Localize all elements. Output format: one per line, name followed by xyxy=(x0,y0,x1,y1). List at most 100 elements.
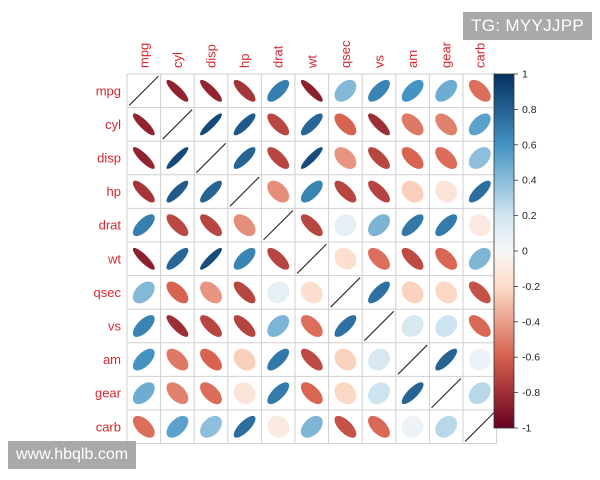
col-label-vs: vs xyxy=(372,55,387,69)
cell-hp-gear xyxy=(435,180,458,203)
row-label-hp: hp xyxy=(107,184,121,199)
cell-am-disp xyxy=(200,348,222,371)
cell-disp-gear xyxy=(435,147,458,169)
colorbar-tick-label: -0.6 xyxy=(522,352,540,364)
cell-cyl-vs xyxy=(368,113,390,136)
cell-disp-hp xyxy=(233,147,256,169)
colorbar-tick-label: 0.8 xyxy=(522,104,537,116)
col-label-carb: carb xyxy=(472,43,487,68)
cell-wt-wt-diagonal xyxy=(296,243,327,274)
cell-disp-wt xyxy=(300,147,323,169)
cell-am-wt xyxy=(300,348,323,371)
cell-hp-qsec xyxy=(334,180,357,203)
cell-cyl-wt xyxy=(300,113,323,136)
cell-am-qsec xyxy=(334,348,357,371)
col-label-gear: gear xyxy=(439,41,454,68)
cell-am-carb xyxy=(468,348,491,371)
cell-cyl-qsec xyxy=(334,113,357,136)
cell-gear-drat xyxy=(267,382,290,405)
col-label-wt: wt xyxy=(304,55,319,69)
col-label-disp: disp xyxy=(204,44,219,68)
row-label-vs: vs xyxy=(108,319,122,334)
cell-vs-carb xyxy=(468,315,491,337)
cell-carb-drat xyxy=(267,415,290,438)
row-label-mpg: mpg xyxy=(96,83,121,98)
cell-hp-cyl xyxy=(166,180,189,203)
cell-carb-am xyxy=(401,415,424,438)
col-label-am: am xyxy=(405,50,420,68)
cell-carb-qsec xyxy=(334,415,357,438)
cell-cyl-am xyxy=(401,113,424,136)
cell-wt-drat xyxy=(267,247,290,270)
cell-wt-gear xyxy=(435,247,458,270)
cell-disp-am xyxy=(401,147,424,169)
cell-gear-disp xyxy=(200,382,222,405)
cell-wt-am xyxy=(401,247,424,270)
row-label-wt: wt xyxy=(107,251,121,266)
cell-carb-carb-diagonal xyxy=(464,411,495,442)
cell-qsec-cyl xyxy=(166,281,189,304)
cell-cyl-gear xyxy=(435,113,458,136)
cell-mpg-hp xyxy=(233,79,256,102)
row-label-gear: gear xyxy=(95,386,122,401)
cell-mpg-mpg-diagonal xyxy=(128,75,159,106)
cell-am-hp xyxy=(233,348,256,371)
cell-hp-disp xyxy=(200,180,222,203)
cell-hp-drat xyxy=(267,180,290,203)
col-label-cyl: cyl xyxy=(170,52,185,68)
cell-vs-qsec xyxy=(334,315,357,337)
cell-drat-carb xyxy=(468,214,491,237)
cell-cyl-drat xyxy=(267,113,290,136)
cell-gear-mpg xyxy=(132,382,155,405)
cell-am-gear xyxy=(435,348,458,371)
cell-vs-am xyxy=(401,315,424,337)
colorbar-gradient xyxy=(493,73,515,429)
cell-mpg-qsec xyxy=(334,79,357,102)
colorbar-tick-label: -0.2 xyxy=(522,281,540,293)
cell-hp-carb xyxy=(468,180,491,203)
cell-vs-disp xyxy=(200,315,222,337)
cell-am-mpg xyxy=(132,348,155,371)
colorbar-tick-label: 0.4 xyxy=(522,175,537,187)
cell-mpg-am xyxy=(401,79,424,102)
cell-cyl-mpg xyxy=(132,113,155,136)
colorbar-tick-label: -0.8 xyxy=(522,387,540,399)
cell-wt-hp xyxy=(233,247,256,270)
cell-mpg-cyl xyxy=(166,79,189,102)
cell-mpg-drat xyxy=(267,79,290,102)
row-label-qsec: qsec xyxy=(94,285,122,300)
colorbar-tick-label: 0.6 xyxy=(522,139,537,151)
cell-carb-wt xyxy=(300,415,323,438)
cell-disp-carb xyxy=(468,147,491,169)
cell-drat-qsec xyxy=(334,214,357,237)
ellipse-layer xyxy=(128,75,495,442)
cell-carb-gear xyxy=(435,415,458,438)
cell-mpg-vs xyxy=(368,79,390,102)
cell-hp-vs xyxy=(368,180,390,203)
cell-carb-vs xyxy=(368,415,390,438)
colorbar: 1 0.8 0.6 0.4 0.2 0 -0.2 -0.4 -0.6 -0.8 -1 xyxy=(493,69,540,435)
cell-qsec-wt xyxy=(300,281,323,304)
col-label-mpg: mpg xyxy=(136,43,151,68)
row-label-disp: disp xyxy=(97,151,121,166)
cell-vs-mpg xyxy=(132,315,155,337)
cell-wt-qsec xyxy=(334,247,357,270)
cell-gear-carb xyxy=(468,382,491,405)
cell-vs-cyl xyxy=(166,315,189,337)
cell-mpg-gear xyxy=(435,79,458,102)
cell-wt-vs xyxy=(368,247,390,270)
cell-qsec-drat xyxy=(267,281,290,304)
cell-wt-mpg xyxy=(132,247,155,270)
cell-drat-am xyxy=(401,214,424,237)
cell-cyl-disp xyxy=(200,113,222,136)
cell-mpg-wt xyxy=(300,79,323,102)
cell-qsec-vs xyxy=(368,281,390,304)
cell-vs-drat xyxy=(267,315,290,337)
cell-qsec-hp xyxy=(233,281,256,304)
colorbar-tick-label: -0.4 xyxy=(522,316,540,328)
cell-vs-wt xyxy=(300,315,323,337)
cell-hp-wt xyxy=(300,180,323,203)
col-label-drat: drat xyxy=(271,45,286,68)
cell-hp-hp-diagonal xyxy=(229,176,260,207)
